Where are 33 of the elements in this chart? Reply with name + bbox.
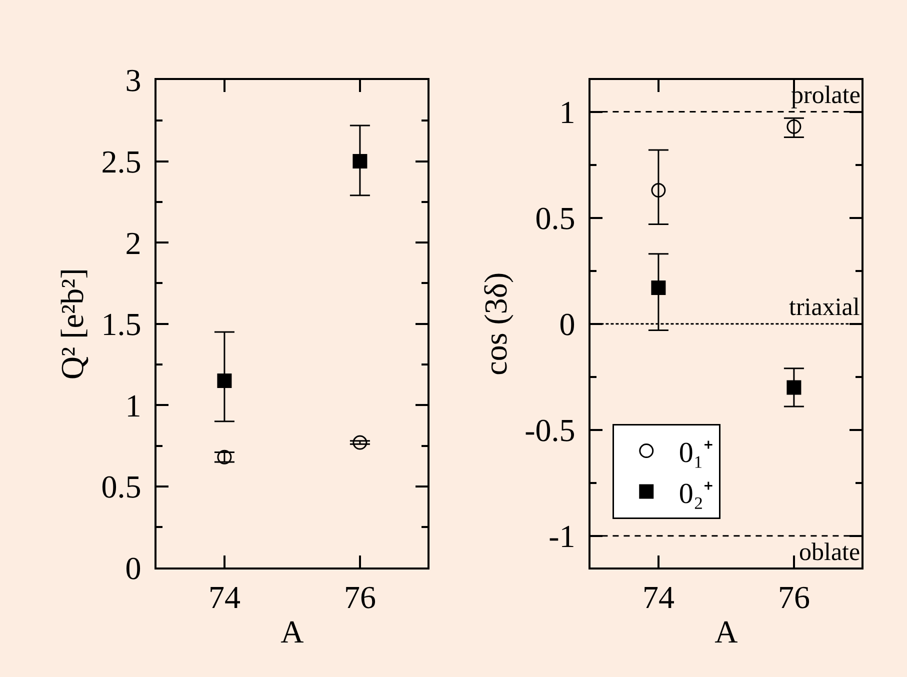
point: [352, 154, 368, 169]
y-axis-title: cos (3δ): [477, 272, 514, 376]
point: [352, 435, 368, 450]
x-tick-label: 76: [778, 579, 810, 616]
y-tick-label: 1: [125, 387, 142, 424]
x-axis-title: A: [714, 614, 738, 650]
y-tick-label: 3: [125, 62, 142, 98]
legend-label: 0₂⁺: [678, 478, 714, 510]
y-tick-label: 0.5: [101, 468, 142, 505]
point: [786, 380, 802, 395]
ref-line-label: prolate: [791, 82, 860, 109]
y-tick-label: 0: [125, 550, 142, 586]
y-axis-title: Q² [e²b²]: [54, 268, 90, 380]
point: [217, 450, 232, 464]
point: [786, 119, 802, 134]
y-tick-label: 2: [125, 224, 142, 261]
y-tick-label: 2.5: [101, 143, 142, 180]
x-tick-label: 76: [344, 579, 376, 616]
ref-line-label: triaxial: [789, 294, 860, 321]
point: [651, 183, 666, 198]
y-tick-label: -1: [548, 518, 576, 554]
y-tick-label: 0: [559, 306, 576, 342]
ref-line-label: oblate: [799, 539, 860, 566]
legend-label: 0₁⁺: [678, 437, 714, 470]
x-tick-label: 74: [642, 579, 674, 616]
y-tick-label: 0.5: [535, 200, 576, 236]
x-axis-title: A: [280, 614, 304, 650]
y-tick-label: 1.5: [101, 306, 142, 342]
point: [651, 280, 666, 296]
x-tick-label: 74: [208, 579, 240, 616]
y-tick-label: 1: [559, 94, 576, 130]
point: [217, 374, 232, 388]
y-tick-label: -0.5: [524, 412, 576, 448]
